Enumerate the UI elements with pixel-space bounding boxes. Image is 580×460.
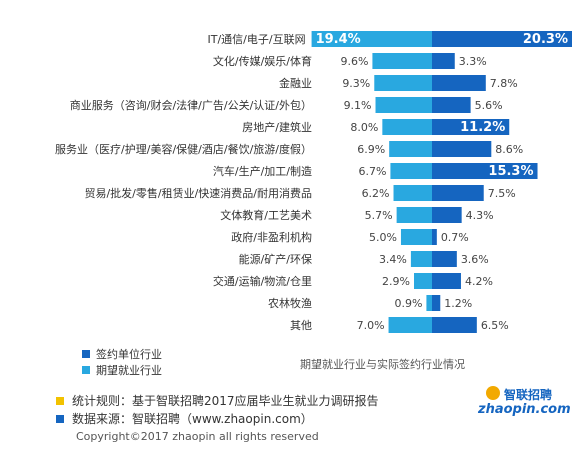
category-label-7: 贸易/批发/零售/租赁业/快速消费品/耐用消费品 [84, 186, 312, 200]
value-label-expected-1: 9.6% [340, 55, 368, 68]
value-label-signed-12: 1.2% [444, 297, 472, 310]
bar-expected-1 [372, 53, 432, 69]
category-label-10: 能源/矿产/环保 [239, 252, 312, 266]
value-label-signed-13: 6.5% [481, 319, 509, 332]
source-dot [56, 414, 64, 423]
legend-label-expected: 期望就业行业 [96, 364, 162, 377]
bar-signed-6 [432, 163, 538, 179]
source-text: 数据来源：智联招聘（www.zhaopin.com） [72, 412, 313, 426]
value-label-signed-10: 3.6% [461, 253, 489, 266]
category-label-6: 汽车/生产/加工/制造 [213, 164, 312, 178]
bar-signed-11 [432, 273, 461, 289]
bar-signed-10 [432, 251, 457, 267]
legend-label-signed: 签约单位行业 [96, 348, 162, 361]
value-label-signed-6: 15.3% [488, 164, 533, 179]
zhaopin-logo: 智联招聘 zhaopin.com [476, 384, 571, 424]
bar-expected-7 [393, 185, 432, 201]
value-label-expected-10: 3.4% [379, 253, 407, 266]
bar-expected-9 [400, 229, 432, 245]
bar-expected-5 [389, 141, 432, 157]
value-label-signed-11: 4.2% [465, 275, 493, 288]
stat-rule-text: 统计规则：基于智联招聘2017应届毕业生就业力调研报告 [72, 394, 379, 408]
bar-expected-10 [410, 251, 432, 267]
bar-expected-2 [374, 75, 432, 91]
bar-signed-12 [432, 295, 441, 311]
category-label-4: 房地产/建筑业 [242, 120, 312, 134]
category-label-1: 文化/传媒/娱乐/体育 [213, 54, 312, 68]
chart-subtitle: 期望就业行业与实际签约行业情况 [300, 358, 465, 371]
copyright-text: Copyright©2017 zhaopin all rights reserv… [76, 430, 319, 443]
category-label-13: 其他 [290, 319, 312, 332]
value-label-expected-9: 5.0% [369, 231, 397, 244]
category-label-9: 政府/非盈利机构 [231, 230, 312, 244]
bar-expected-8 [396, 207, 432, 223]
logo-en-text: zhaopin.com [478, 402, 571, 417]
value-label-expected-11: 2.9% [382, 275, 410, 288]
bar-expected-6 [390, 163, 432, 179]
category-label-8: 文体教育/工艺美术 [220, 208, 312, 222]
bar-signed-13 [432, 317, 477, 333]
value-label-signed-7: 7.5% [488, 187, 516, 200]
category-label-11: 交通/运输/物流/仓里 [213, 274, 312, 288]
diverging-bar-chart: IT/通信/电子/互联网 19.4% 20.3% 文化/传媒/娱乐/体育 9.6% 3.3… [55, 31, 572, 333]
category-label-5: 服务业（医疗/护理/美容/保健/酒店/餐饮/旅游/度假） [55, 142, 312, 156]
value-label-signed-0: 20.3% [523, 32, 568, 47]
value-label-expected-7: 6.2% [362, 187, 390, 200]
bar-expected-0 [311, 31, 432, 47]
value-label-expected-3: 9.1% [344, 99, 372, 112]
bar-expected-13 [388, 317, 432, 333]
bar-expected-4 [382, 119, 432, 135]
value-label-signed-8: 4.3% [466, 209, 494, 222]
value-label-expected-8: 5.7% [365, 209, 393, 222]
bar-signed-0 [432, 31, 572, 47]
category-label-3: 商业服务（咨询/财会/法律/广告/公关/认证/外包） [70, 98, 312, 112]
bar-expected-11 [414, 273, 432, 289]
legend-swatch-expected [82, 366, 90, 374]
category-label-2: 金融业 [279, 76, 312, 90]
value-label-signed-2: 7.8% [490, 77, 518, 90]
value-label-expected-5: 6.9% [357, 143, 385, 156]
bar-signed-2 [432, 75, 486, 91]
bar-signed-1 [432, 53, 455, 69]
value-label-expected-13: 7.0% [357, 319, 385, 332]
value-label-signed-4: 11.2% [460, 120, 505, 135]
legend-item-signed: 签约单位行业 [82, 346, 162, 362]
bar-signed-9 [432, 229, 437, 245]
value-label-expected-12: 0.9% [394, 297, 422, 310]
bar-signed-3 [432, 97, 471, 113]
legend-item-expected: 期望就业行业 [82, 362, 162, 378]
value-label-signed-9: 0.7% [441, 231, 469, 244]
value-label-signed-5: 8.6% [495, 143, 523, 156]
category-label-0: IT/通信/电子/互联网 [207, 33, 305, 46]
bar-signed-8 [432, 207, 462, 223]
value-label-expected-4: 8.0% [350, 121, 378, 134]
legend-swatch-signed [82, 350, 90, 358]
logo-cn-text: 智联招聘 [504, 388, 553, 402]
value-label-expected-6: 6.7% [358, 165, 386, 178]
bar-signed-5 [432, 141, 492, 157]
stat-rule-dot [56, 396, 64, 405]
bar-expected-3 [375, 97, 432, 113]
bar-signed-7 [432, 185, 484, 201]
bar-expected-12 [426, 295, 432, 311]
bar-signed-4 [432, 119, 510, 135]
category-label-12: 农林牧渔 [268, 296, 312, 310]
stat-rule-note: 统计规则：基于智联招聘2017应届毕业生就业力调研报告 [56, 392, 379, 409]
source-note: 数据来源：智联招聘（www.zhaopin.com） [56, 410, 313, 427]
logo-mark-icon [486, 386, 500, 400]
chart-area: IT/通信/电子/互联网 19.4% 20.3% 文化/传媒/娱乐/体育 9.6% 3.3… [55, 31, 572, 333]
value-label-expected-2: 9.3% [342, 77, 370, 90]
value-label-expected-0: 19.4% [316, 32, 361, 47]
value-label-signed-1: 3.3% [459, 55, 487, 68]
value-label-signed-3: 5.6% [475, 99, 503, 112]
